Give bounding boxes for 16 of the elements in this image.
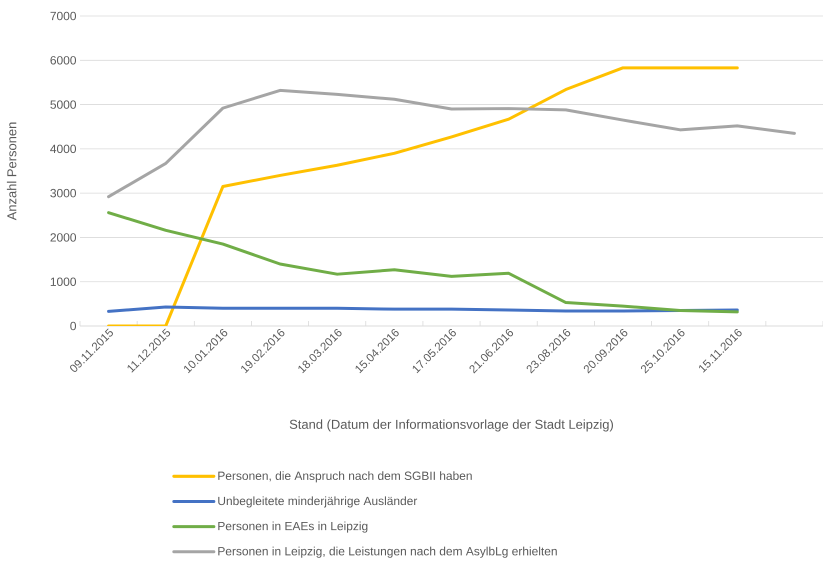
y-axis-title: Anzahl Personen	[6, 122, 16, 220]
line-series	[107, 211, 739, 314]
legend-label: Personen, die Anspruch nach dem SGBII haben	[218, 471, 472, 482]
y-tick-label: 4000	[50, 144, 76, 154]
x-axis-title: Stand (Datum der Informationsvorlage der Stadt Leipzig)	[290, 419, 613, 432]
y-tick-label: 2000	[50, 233, 76, 242]
line-series	[107, 88, 796, 198]
y-tick-label: 5000	[50, 100, 76, 109]
y-tick-label: 0	[70, 322, 76, 330]
legend-label: Unbegleitete minderjährige Ausländer	[218, 496, 418, 508]
legend-label: Personen in EAEs in Leipzig	[218, 522, 368, 533]
y-tick-label: 3000	[50, 188, 76, 198]
y-tick-label: 1000	[50, 277, 76, 286]
legend-label: Personen in Leipzig, die Leistungen nach dem AsylbLg erhielten	[218, 546, 557, 558]
y-tick-label: 6000	[50, 56, 76, 65]
y-tick-label: 7000	[50, 12, 76, 20]
